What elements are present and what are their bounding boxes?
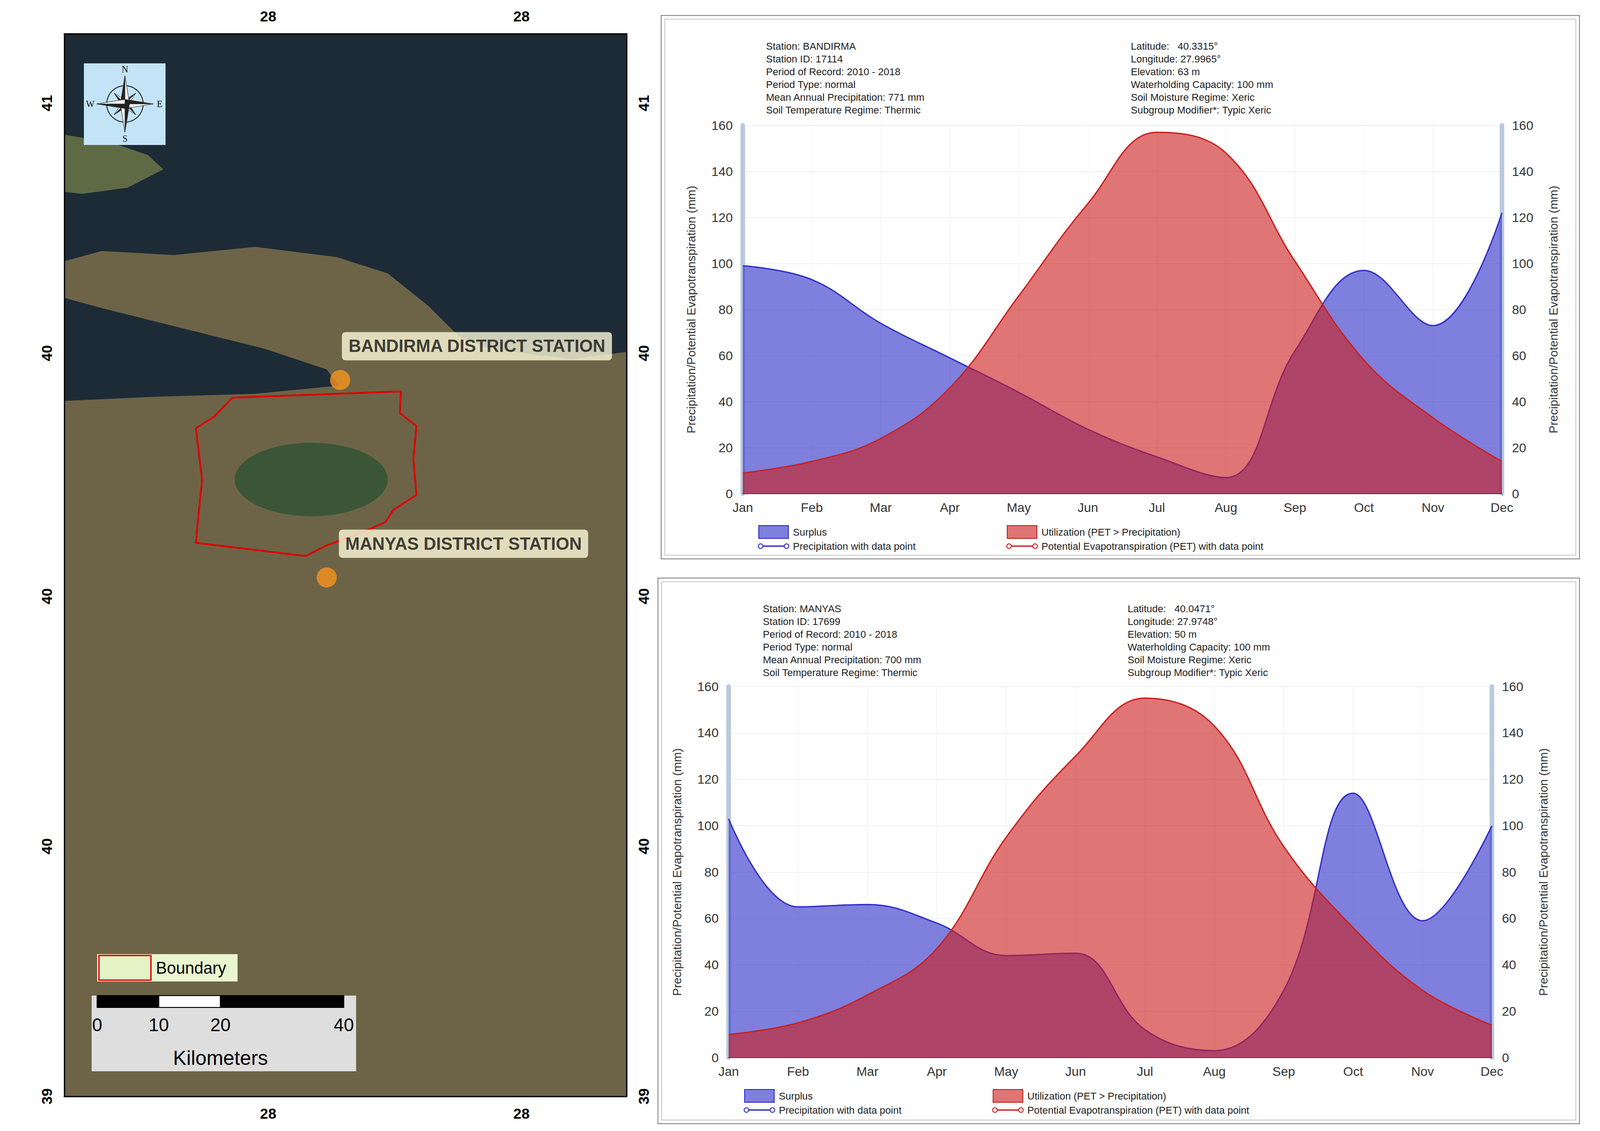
svg-text:40: 40 xyxy=(333,1014,355,1036)
svg-text:40: 40 xyxy=(635,588,653,605)
svg-text:28: 28 xyxy=(513,1105,530,1123)
svg-text:28: 28 xyxy=(259,1105,277,1123)
svg-text:W: W xyxy=(86,98,95,109)
svg-text:28: 28 xyxy=(259,8,277,25)
svg-text:Utilization (PET > Precipitati: Utilization (PET > Precipitation) xyxy=(1041,526,1181,539)
svg-text:Period Type: normal: Period Type: normal xyxy=(766,78,856,91)
svg-text:Station: MANYAS: Station: MANYAS xyxy=(762,603,842,615)
svg-text:40: 40 xyxy=(635,345,653,362)
svg-text:Utilization (PET > Precipitati: Utilization (PET > Precipitation) xyxy=(1027,1090,1167,1103)
svg-text:Soil Moisture Regime: Xeric: Soil Moisture Regime: Xeric xyxy=(1130,91,1255,104)
svg-text:Subgroup Modifier*: Typic Xeri: Subgroup Modifier*: Typic Xeric xyxy=(1127,667,1269,679)
svg-text:Elevation: 50 m: Elevation: 50 m xyxy=(1127,628,1197,641)
svg-text:Kilometers: Kilometers xyxy=(173,1046,269,1070)
svg-text:Surplus: Surplus xyxy=(792,526,828,539)
svg-text:Longitude: 27.9748°: Longitude: 27.9748° xyxy=(1127,616,1218,628)
svg-text:20: 20 xyxy=(210,1014,231,1036)
svg-text:Latitude: 40.3315°: Latitude: 40.3315° xyxy=(1130,40,1218,52)
svg-text:39: 39 xyxy=(38,1088,56,1105)
svg-text:40: 40 xyxy=(38,588,56,605)
svg-text:Latitude: 40.0471°: Latitude: 40.0471° xyxy=(1127,603,1215,615)
svg-text:Soil Temperature Regime: Therm: Soil Temperature Regime: Thermic xyxy=(762,667,918,679)
svg-text:Waterholding Capacity: 100 mm: Waterholding Capacity: 100 mm xyxy=(1127,641,1270,653)
svg-text:BANDIRMA DISTRICT STATION: BANDIRMA DISTRICT STATION xyxy=(348,336,606,356)
svg-text:Period of Record: 2010 - 2018: Period of Record: 2010 - 2018 xyxy=(762,628,898,641)
svg-text:E: E xyxy=(156,98,163,109)
svg-text:40: 40 xyxy=(38,345,56,362)
svg-text:Period Type: normal: Period Type: normal xyxy=(762,641,853,653)
svg-text:Soil Moisture Regime: Xeric: Soil Moisture Regime: Xeric xyxy=(1127,654,1252,666)
svg-text:Longitude: 27.9965°: Longitude: 27.9965° xyxy=(1130,53,1221,65)
svg-text:Mean Annual Precipitation: 700: Mean Annual Precipitation: 700 mm xyxy=(762,654,922,666)
svg-text:Precipitation with data point: Precipitation with data point xyxy=(792,540,916,553)
svg-text:Elevation: 63 m: Elevation: 63 m xyxy=(1130,66,1201,78)
svg-text:40: 40 xyxy=(635,838,653,855)
svg-text:0: 0 xyxy=(92,1014,103,1036)
svg-text:Soil Temperature Regime: Therm: Soil Temperature Regime: Thermic xyxy=(766,104,921,116)
svg-text:Potential Evapotranspiration (: Potential Evapotranspiration (PET) with … xyxy=(1027,1104,1250,1117)
svg-text:39: 39 xyxy=(635,1088,653,1105)
svg-text:Station: BANDIRMA: Station: BANDIRMA xyxy=(766,40,856,52)
svg-text:Potential Evapotranspiration (: Potential Evapotranspiration (PET) with … xyxy=(1041,540,1264,553)
svg-text:40: 40 xyxy=(38,838,56,855)
svg-text:28: 28 xyxy=(513,8,530,25)
svg-text:Precipitation with data point: Precipitation with data point xyxy=(778,1104,902,1117)
svg-text:Station ID: 17699: Station ID: 17699 xyxy=(762,616,841,628)
svg-text:Surplus: Surplus xyxy=(778,1090,813,1103)
svg-text:41: 41 xyxy=(635,95,653,112)
svg-text:Mean Annual Precipitation: 771: Mean Annual Precipitation: 771 mm xyxy=(766,91,925,104)
svg-text:10: 10 xyxy=(148,1014,170,1036)
svg-text:41: 41 xyxy=(38,95,56,112)
svg-text:Period of Record: 2010 - 2018: Period of Record: 2010 - 2018 xyxy=(766,66,901,78)
svg-text:Waterholding Capacity: 100 mm: Waterholding Capacity: 100 mm xyxy=(1130,78,1274,91)
svg-text:Station ID: 17114: Station ID: 17114 xyxy=(766,53,843,65)
svg-text:N: N xyxy=(121,64,129,75)
svg-text:S: S xyxy=(122,133,128,144)
svg-text:MANYAS DISTRICT STATION: MANYAS DISTRICT STATION xyxy=(345,534,582,554)
svg-text:Subgroup Modifier*: Typic Xeri: Subgroup Modifier*: Typic Xeric xyxy=(1130,104,1272,116)
svg-text:Boundary: Boundary xyxy=(155,958,227,978)
